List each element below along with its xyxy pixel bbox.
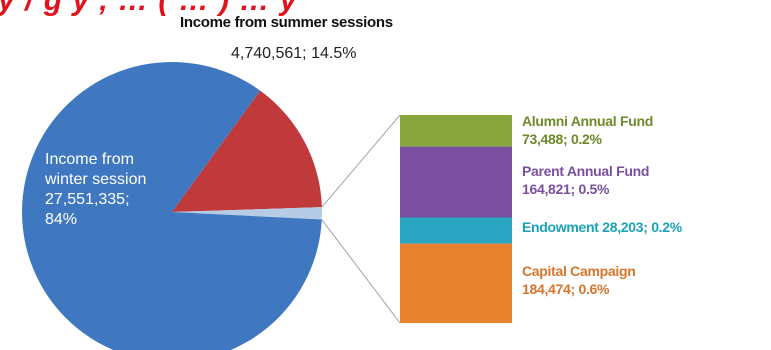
- alumni-fund-label: Alumni Annual Fund 73,488; 0.2%: [522, 113, 653, 148]
- title-fragment: y / g y , … ( … ) … y: [0, 0, 298, 17]
- bar-segment-parent-annual-fund: [400, 146, 512, 218]
- pie-slice-income-from-summer-sessions: [172, 90, 322, 212]
- endowment-label: Endowment 28,203; 0.2%: [522, 219, 682, 235]
- parent-fund-value: 164,821; 0.5%: [522, 180, 610, 197]
- stacked-bar: [400, 115, 512, 323]
- alumni-fund-value: 73,488; 0.2%: [522, 130, 602, 147]
- parent-fund-name: Parent Annual Fund: [522, 163, 650, 179]
- pie-slice-income-from-winter-session: [22, 62, 322, 350]
- connector-line-top: [321, 114, 401, 208]
- capital-campaign-name: Capital Campaign: [522, 263, 636, 279]
- summer-sessions-value: 4,740,561; 14.5%: [231, 45, 357, 62]
- capital-campaign-label: Capital Campaign 184,474; 0.6%: [522, 263, 636, 298]
- pie-slices: [22, 62, 322, 350]
- bar-segment-alumni-annual-fund: [400, 115, 512, 147]
- winter-line-4: 84%: [45, 211, 78, 228]
- winter-session-label: Income from winter session 27,551,335; 8…: [45, 150, 195, 230]
- connector-line-bottom: [321, 219, 401, 324]
- alumni-fund-name: Alumni Annual Fund: [522, 113, 653, 129]
- parent-fund-label: Parent Annual Fund 164,821; 0.5%: [522, 163, 649, 198]
- connector-lines: [321, 114, 401, 324]
- winter-line-3: 27,551,335;: [45, 191, 130, 208]
- bar-segment-capital-campaign: [400, 243, 512, 323]
- pie-slice-other: [172, 207, 322, 220]
- summer-sessions-label: Income from summer sessions: [180, 14, 393, 31]
- capital-campaign-value: 184,474; 0.6%: [522, 280, 610, 297]
- winter-line-2: winter session: [45, 171, 147, 188]
- bar-segment-endowment: [400, 217, 512, 244]
- winter-line-1: Income from: [45, 151, 134, 168]
